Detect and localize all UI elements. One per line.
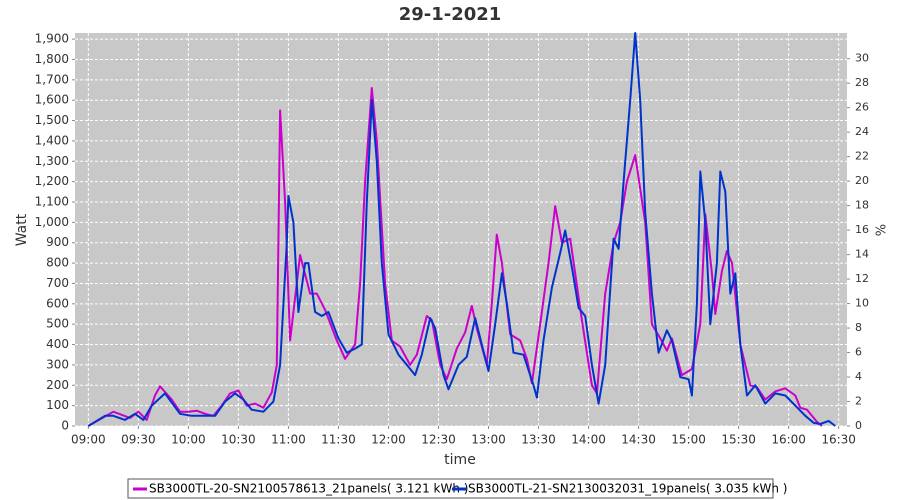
x-tick-label: 15:30: [721, 433, 756, 447]
x-tick-label: 16:00: [771, 433, 806, 447]
x-tick-label: 11:00: [271, 433, 306, 447]
x-tick-label: 09:00: [71, 433, 106, 447]
y-tick-label: 1,500: [35, 113, 69, 127]
y-tick-label: 100: [46, 398, 69, 412]
y-tick-label: 400: [46, 337, 69, 351]
y2-tick-label: 10: [855, 297, 869, 310]
y2-tick-label: 8: [855, 321, 862, 334]
x-axis-label: time: [444, 452, 476, 468]
x-tick-label: 13:00: [471, 433, 506, 447]
y-tick-label: 1,600: [35, 93, 69, 107]
x-tick-label: 09:30: [121, 433, 156, 447]
y2-tick-label: 12: [855, 272, 869, 285]
x-tick-label: 16:30: [821, 433, 856, 447]
y-tick-label: 1,800: [35, 52, 69, 66]
y-tick-label: 600: [46, 296, 69, 310]
y2-tick-label: 16: [855, 223, 869, 236]
y-tick-label: 200: [46, 378, 69, 392]
x-tick-label: 15:00: [671, 433, 706, 447]
y2-axis-label: %: [875, 224, 890, 236]
y-axis-label: Watt: [14, 213, 30, 246]
x-tick-label: 12:30: [421, 433, 456, 447]
y2-tick-label: 30: [855, 52, 869, 65]
y-tick-label: 1,400: [35, 133, 69, 147]
y2-tick-label: 6: [855, 346, 862, 359]
y2-tick-label: 4: [855, 370, 862, 383]
y2-tick-label: 24: [855, 125, 869, 138]
x-tick-label: 10:00: [171, 433, 206, 447]
x-tick-label: 14:30: [621, 433, 656, 447]
y-tick-label: 1,000: [35, 215, 69, 229]
y2-tick-label: 0: [855, 419, 862, 432]
y-tick-label: 300: [46, 357, 69, 371]
legend: [127, 478, 774, 499]
y-tick-label: 0: [61, 419, 69, 433]
x-tick-label: 10:30: [221, 433, 256, 447]
legend-label: SB3000TL-21-SN2130032031_19panels( 3.035…: [468, 482, 787, 496]
y-tick-label: 1,900: [35, 32, 69, 46]
y-tick-label: 800: [46, 256, 69, 270]
x-tick-label: 13:30: [521, 433, 556, 447]
y2-tick-label: 2: [855, 395, 862, 408]
x-tick-label: 12:00: [371, 433, 406, 447]
y-tick-label: 900: [46, 235, 69, 249]
y2-tick-label: 18: [855, 199, 869, 212]
legend-label: SB3000TL-20-SN2100578613_21panels( 3.121…: [149, 482, 468, 496]
y2-tick-label: 26: [855, 101, 869, 114]
x-tick-label: 11:30: [321, 433, 356, 447]
y-tick-label: 500: [46, 317, 69, 331]
y2-tick-label: 22: [855, 150, 869, 163]
x-tick-label: 14:00: [571, 433, 606, 447]
chart-title: 29-1-2021: [399, 4, 502, 25]
y-tick-label: 1,200: [35, 174, 69, 188]
y-tick-label: 1,700: [35, 72, 69, 86]
plot-area: [75, 33, 847, 426]
series-line: [87, 32, 836, 427]
y-tick-label: 1,100: [35, 195, 69, 209]
y-tick-label: 1,300: [35, 154, 69, 168]
y2-tick-label: 20: [855, 174, 869, 187]
y-tick-label: 700: [46, 276, 69, 290]
y2-tick-label: 28: [855, 76, 869, 89]
y2-tick-label: 14: [855, 248, 869, 261]
